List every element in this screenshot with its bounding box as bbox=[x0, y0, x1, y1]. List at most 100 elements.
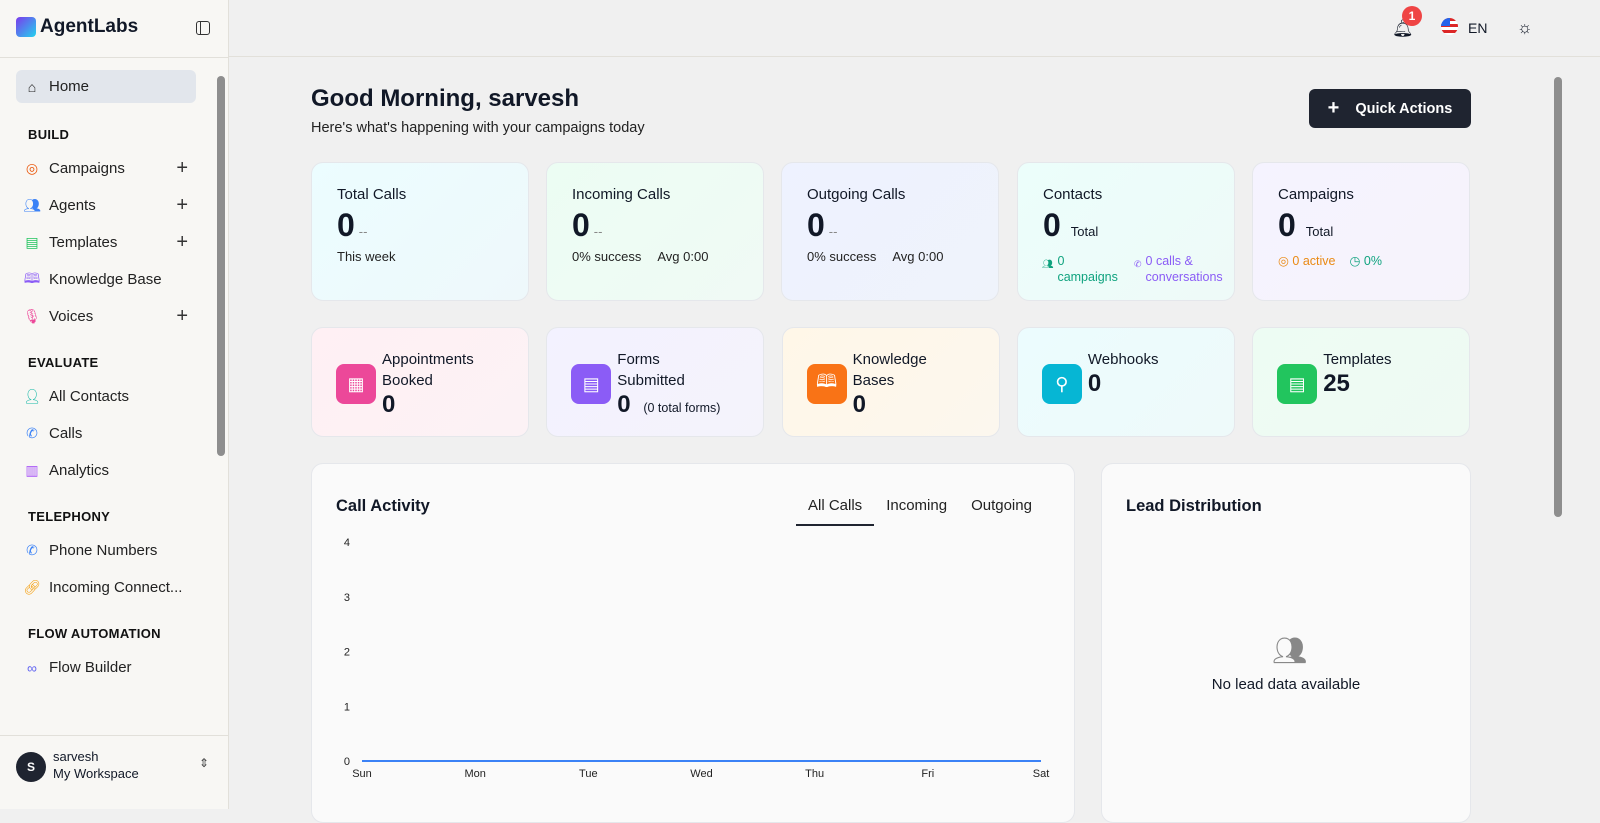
target-icon: ◎ bbox=[1278, 254, 1289, 268]
contact-calls: 0 calls & conversations bbox=[1145, 254, 1223, 284]
scrollbar-thumb[interactable] bbox=[217, 76, 225, 456]
add-icon[interactable]: + bbox=[176, 157, 188, 179]
tab-all-calls[interactable]: All Calls bbox=[796, 494, 875, 526]
call-activity-tabs: All Calls Incoming Outgoing bbox=[796, 494, 1044, 526]
app-name: AgentLabs bbox=[40, 16, 139, 37]
sidebar-item-knowledge-base[interactable]: 🕮 Knowledge Base bbox=[16, 261, 196, 298]
sidebar-item-label: Incoming Connect... bbox=[49, 579, 183, 596]
tab-incoming[interactable]: Incoming bbox=[886, 497, 948, 514]
sidebar: AgentLabs ⌂ Home BUILD ◎ Campaigns + 👥︎ Agents… bbox=[0, 0, 229, 809]
sidebar-item-label: Flow Builder bbox=[49, 659, 132, 676]
card-title: Contacts bbox=[1043, 186, 1103, 203]
target-icon: ◎ bbox=[25, 160, 39, 176]
contacts-card: Contacts 0 Total 👥︎ 0 campaigns ✆ 0 calls &… bbox=[1017, 162, 1235, 301]
tile-value: 0 bbox=[853, 391, 866, 419]
sidebar-scrollbar[interactable] bbox=[215, 62, 227, 732]
users-icon: 👥︎ bbox=[1272, 635, 1308, 666]
sidebar-item-voices[interactable]: 🎙︎ Voices + bbox=[16, 298, 196, 335]
value: 0 bbox=[1087, 370, 1102, 397]
success-rate: 0% success bbox=[807, 249, 877, 264]
value: 0 bbox=[852, 391, 866, 418]
card-note: This week bbox=[337, 249, 396, 264]
tab-outgoing[interactable]: Outgoing bbox=[971, 497, 1032, 514]
sidebar-item-templates[interactable]: ▤ Templates + bbox=[16, 224, 196, 261]
workspace-name: My Workspace bbox=[53, 766, 139, 781]
sidebar-item-phone-numbers[interactable]: ✆ Phone Numbers bbox=[16, 532, 196, 569]
sun-icon[interactable]: ☼ bbox=[1517, 18, 1533, 37]
main-scrollbar[interactable] bbox=[1550, 57, 1566, 809]
notification-badge: 1 bbox=[1402, 6, 1422, 26]
sidebar-section-title: EVALUATE bbox=[28, 355, 99, 370]
incoming-calls-card: Incoming Calls 0 -- 0% success Avg 0:00 bbox=[546, 162, 764, 301]
sidebar-item-label: Voices bbox=[49, 308, 94, 325]
language-selector[interactable]: EN bbox=[1468, 20, 1488, 36]
top-header bbox=[229, 0, 1600, 57]
tile-forms-submitted[interactable]: ▤ Forms Submitted 0 (0 total forms) bbox=[546, 327, 765, 437]
sidebar-item-agents[interactable]: 👥︎ Agents + bbox=[16, 187, 196, 224]
card-title: Incoming Calls bbox=[572, 186, 671, 203]
add-icon[interactable]: + bbox=[176, 305, 188, 327]
sidebar-item-label: Phone Numbers bbox=[49, 542, 158, 559]
file-text-icon: ▤ bbox=[571, 364, 612, 404]
scrollbar-thumb[interactable] bbox=[1554, 77, 1562, 517]
tile-value: 0 bbox=[382, 391, 395, 419]
sidebar-item-calls[interactable]: ✆ Calls bbox=[16, 415, 196, 452]
link-icon: 🔗︎ bbox=[23, 579, 41, 595]
x-tick-label: Fri bbox=[921, 768, 934, 780]
sidebar-item-incoming-connect[interactable]: 🔗︎ Incoming Connect... bbox=[16, 569, 196, 606]
avatar: S bbox=[16, 752, 46, 782]
y-tick-label: 4 bbox=[344, 537, 350, 549]
sidebar-item-label: Campaigns bbox=[49, 160, 125, 177]
x-tick-label: Sat bbox=[1033, 768, 1050, 780]
file-text-icon: ▤ bbox=[1277, 364, 1318, 404]
button-label: Quick Actions bbox=[1355, 100, 1453, 117]
add-icon[interactable]: + bbox=[176, 231, 188, 253]
card-value: 0 Total bbox=[1278, 207, 1333, 244]
trend: -- bbox=[828, 224, 838, 239]
empty-state-text: No lead data available bbox=[1211, 676, 1361, 693]
sidebar-item-home[interactable]: ⌂ Home bbox=[16, 70, 196, 103]
sidebar-item-flow-builder[interactable]: ∞ Flow Builder bbox=[16, 649, 196, 686]
card-title: Campaigns bbox=[1278, 186, 1354, 203]
user-switcher[interactable]: S sarvesh My Workspace ⇕ bbox=[0, 735, 228, 809]
phone-icon: ✆ bbox=[26, 425, 38, 441]
call-activity-panel: Call Activity All Calls Incoming Outgoing … bbox=[311, 463, 1075, 823]
sidebar-item-campaigns[interactable]: ◎ Campaigns + bbox=[16, 150, 196, 187]
tile-appointments-booked[interactable]: ▦ Appointments Booked 0 bbox=[311, 327, 529, 437]
sidebar-toggle-icon[interactable] bbox=[196, 21, 210, 35]
file-icon: ▤ bbox=[25, 234, 39, 250]
outgoing-calls-card: Outgoing Calls 0 -- 0% success Avg 0:00 bbox=[781, 162, 999, 301]
card-value: 0 -- bbox=[807, 207, 837, 244]
bar-chart-icon: ▥ bbox=[25, 462, 39, 478]
campaign-rate: 0% bbox=[1363, 254, 1382, 268]
quick-actions-button[interactable]: + Quick Actions bbox=[1309, 89, 1471, 128]
sidebar-item-analytics[interactable]: ▥ Analytics bbox=[16, 452, 196, 489]
mic-icon: 🎙︎ bbox=[23, 308, 41, 324]
unit: Total bbox=[1070, 224, 1099, 239]
webhook-icon: ⚲ bbox=[1041, 364, 1082, 404]
panel-title: Call Activity bbox=[336, 497, 430, 515]
add-icon[interactable]: + bbox=[176, 194, 188, 216]
call-activity-chart: 0 1 2 3 4 Sun Mon Tue Wed Thu Fri Sat bbox=[344, 537, 1050, 780]
tile-webhooks[interactable]: ⚲ Webhooks 0 bbox=[1016, 327, 1235, 437]
card-title: Outgoing Calls bbox=[807, 186, 906, 203]
tile-value: 0 (0 total forms) bbox=[617, 391, 720, 419]
campaigns-card: Campaigns 0 Total ◎ 0 active ◷ 0% bbox=[1252, 162, 1470, 301]
check-circle-icon: ◷ bbox=[1349, 254, 1361, 268]
value: 0 bbox=[572, 207, 590, 243]
users-icon: 👥︎ bbox=[23, 197, 41, 213]
value: 0 bbox=[382, 391, 396, 418]
home-icon: ⌂ bbox=[27, 78, 37, 95]
tile-value: 25 bbox=[1323, 370, 1350, 398]
card-value: 0 Total bbox=[1043, 207, 1098, 244]
tile-knowledge-bases[interactable]: 🕮 Knowledge Bases 0 bbox=[781, 327, 1000, 437]
sidebar-item-all-contacts[interactable]: 👤︎ All Contacts bbox=[16, 378, 196, 415]
sidebar-item-label: Templates bbox=[49, 234, 118, 251]
us-flag-icon[interactable] bbox=[1441, 18, 1458, 35]
logo[interactable]: AgentLabs bbox=[16, 16, 138, 38]
user-name: sarvesh bbox=[53, 749, 99, 764]
value: 0 bbox=[1043, 207, 1061, 243]
x-tick-label: Thu bbox=[805, 768, 824, 780]
tile-templates[interactable]: ▤ Templates 25 bbox=[1252, 327, 1471, 437]
tile-extra: (0 total forms) bbox=[643, 401, 721, 415]
